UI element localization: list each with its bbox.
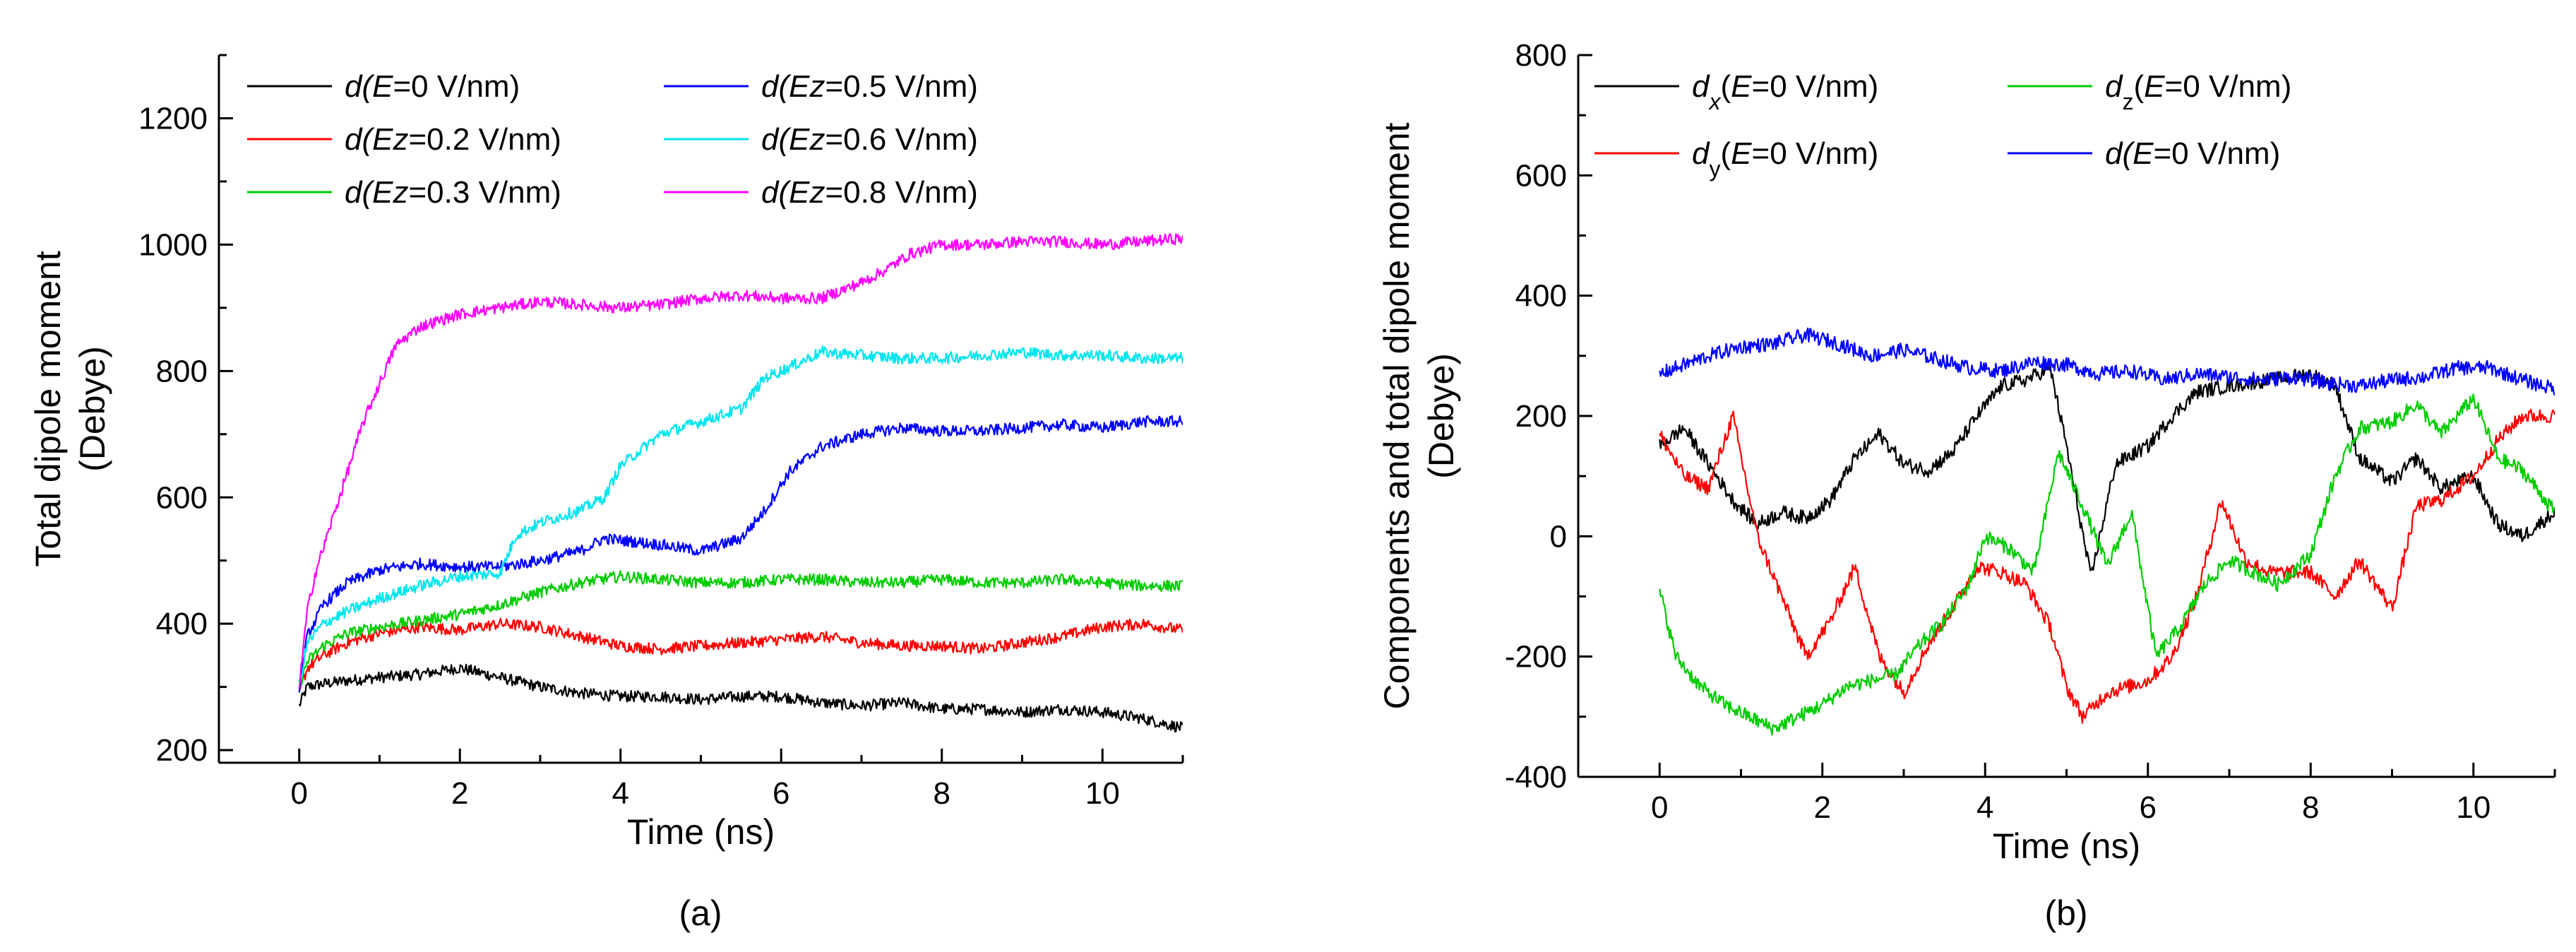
legend-field-var: Ez <box>372 122 408 157</box>
x-tick-label: 0 <box>1651 790 1668 825</box>
legend-field-var: E <box>1731 69 1752 104</box>
legend-label: d(Ez=0.8 V/nm) <box>761 175 978 210</box>
legend-label: d(Ez=0.3 V/nm) <box>345 175 561 210</box>
x-tick-label: 0 <box>291 776 308 811</box>
y-tick-label: 200 <box>1515 399 1567 434</box>
y-tick-label: 400 <box>156 607 208 641</box>
legend-var: d( <box>2105 136 2135 171</box>
y-tick-label: 600 <box>156 480 208 515</box>
series-line <box>1659 408 2555 724</box>
legend-value: =0 V/nm) <box>393 69 520 104</box>
y-axis-title-line: Total dipole moment <box>28 251 68 567</box>
legend-value: =0 V/nm) <box>1752 69 1879 104</box>
x-tick-label: 2 <box>1814 790 1831 825</box>
series-line <box>298 345 1183 683</box>
y-axis-title-line: Components and total dipole moment <box>1377 122 1417 709</box>
y-tick-label: 800 <box>1515 38 1567 73</box>
x-tick-label: 10 <box>2456 790 2491 825</box>
panel-a-chart: 0 2 4 6 8 10 200 400 600 800 1000 1200 Time (ns) Tota… <box>28 54 1184 933</box>
y-tick-label: -200 <box>1505 640 1567 674</box>
legend-value: =0.8 V/nm) <box>825 175 977 210</box>
panel-b-chart: 0 2 4 6 8 10 -400 -200 0 200 400 600 800 Time (ns) Com… <box>1377 38 2556 933</box>
legend: d(E=0 V/nm)d(Ez=0.2 V/nm)d(Ez=0.3 V/nm)d… <box>247 69 978 210</box>
legend-field-var: E <box>2133 136 2154 171</box>
legend-label: dx(E=0 V/nm) <box>1692 69 1878 114</box>
legend-subscript: x <box>1707 89 1721 114</box>
series-line <box>1659 393 2555 736</box>
legend-value: =0.5 V/nm) <box>825 69 977 104</box>
legend-var: d( <box>345 69 375 104</box>
legend-var: d <box>1692 69 1710 104</box>
y-tick-label: -400 <box>1505 760 1567 795</box>
x-tick-label: 10 <box>1085 776 1120 811</box>
legend-field-var: Ez <box>372 175 408 210</box>
y-tick-label: 1200 <box>138 101 208 136</box>
legend-paren: ( <box>2133 69 2144 104</box>
y-tick-label: 800 <box>156 354 208 388</box>
legend-label: d(Ez=0.2 V/nm) <box>345 122 561 157</box>
series-group <box>298 233 1183 733</box>
x-axis-title: Time (ns) <box>1993 826 2140 866</box>
legend-var: d( <box>761 175 792 210</box>
legend-var: d( <box>345 175 375 210</box>
x-tick-label: 6 <box>773 776 789 811</box>
y-tick-label: 400 <box>1515 279 1567 314</box>
legend-var: d <box>1692 136 1710 171</box>
legend-paren: ( <box>1720 69 1731 104</box>
legend-label: d(E=0 V/nm) <box>345 69 520 104</box>
series-line <box>298 570 1183 687</box>
y-tick-label: 600 <box>1515 158 1567 193</box>
y-axis-title-line: (Debye) <box>1421 353 1461 479</box>
x-axis-title: Time (ns) <box>627 812 775 852</box>
legend-label: dy(E=0 V/nm) <box>1692 136 1878 182</box>
legend-label: d(Ez=0.6 V/nm) <box>761 122 978 157</box>
series-group <box>1659 327 2555 736</box>
series-line <box>298 617 1183 690</box>
legend-field-var: Ez <box>789 69 825 104</box>
panel-label: (a) <box>679 893 722 933</box>
legend-label: d(Ez=0.5 V/nm) <box>761 69 978 104</box>
legend-var: d( <box>761 69 792 104</box>
y-axis-title-line: (Debye) <box>73 346 112 472</box>
y-tick-label: 1000 <box>138 227 208 262</box>
series-line <box>1659 362 2555 571</box>
legend-label: dz(E=0 V/nm) <box>2105 69 2291 114</box>
panel-label: (b) <box>2044 893 2087 933</box>
y-tick-label: 200 <box>156 733 208 768</box>
x-tick-label: 4 <box>1976 790 1993 825</box>
legend-value: =0 V/nm) <box>1752 136 1879 171</box>
legend-subscript: z <box>2122 89 2133 114</box>
legend-var: d( <box>345 122 375 157</box>
series-line <box>1659 327 2555 396</box>
legend-value: =0 V/nm) <box>2165 69 2292 104</box>
legend-var: d( <box>761 122 792 157</box>
y-tick-label: 0 <box>1550 519 1567 554</box>
legend-value: =0.6 V/nm) <box>825 122 977 157</box>
legend-field-var: Ez <box>789 175 825 210</box>
legend-field-var: Ez <box>789 122 825 157</box>
x-tick-label: 4 <box>612 776 629 811</box>
series-line <box>298 415 1183 693</box>
legend-field-var: E <box>2144 69 2165 104</box>
legend: dx(E=0 V/nm)dy(E=0 V/nm)dz(E=0 V/nm)d(E=… <box>1594 69 2291 182</box>
x-tick-label: 8 <box>2302 790 2319 825</box>
legend-value: =0.2 V/nm) <box>408 122 561 157</box>
x-tick-label: 2 <box>451 776 468 811</box>
x-tick-label: 8 <box>934 776 950 811</box>
legend-subscript: y <box>1709 156 1720 182</box>
series-line <box>298 233 1183 689</box>
legend-value: =0.3 V/nm) <box>408 175 561 210</box>
legend-field-var: E <box>1731 136 1752 171</box>
x-tick-label: 6 <box>2140 790 2157 825</box>
legend-paren: ( <box>1720 136 1731 171</box>
legend-value: =0 V/nm) <box>2153 136 2280 171</box>
legend-label: d(E=0 V/nm) <box>2105 136 2280 171</box>
legend-var: d <box>2105 69 2123 104</box>
series-line <box>298 663 1183 733</box>
legend-field-var: E <box>372 69 393 104</box>
